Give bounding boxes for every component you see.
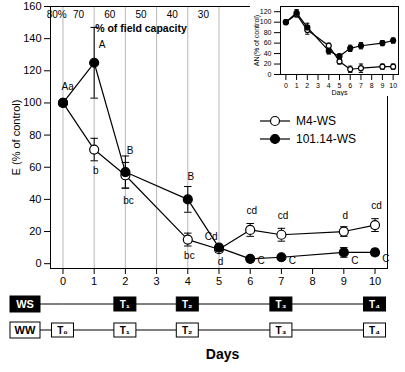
svg-text:B: B <box>127 145 134 156</box>
svg-text:40: 40 <box>29 193 41 205</box>
svg-text:0: 0 <box>35 257 41 269</box>
svg-text:60: 60 <box>29 161 41 173</box>
svg-text:AN(% of control): AN(% of control) <box>253 15 261 66</box>
svg-text:120: 120 <box>260 8 272 15</box>
svg-text:1: 1 <box>295 82 299 89</box>
svg-text:bc: bc <box>184 250 195 261</box>
svg-text:T₁: T₁ <box>120 299 130 310</box>
svg-text:0: 0 <box>268 71 272 78</box>
svg-text:50: 50 <box>135 9 147 20</box>
svg-text:% of field capacity: % of field capacity <box>95 22 187 34</box>
svg-text:6: 6 <box>247 275 253 287</box>
svg-text:3: 3 <box>316 82 320 89</box>
svg-text:30: 30 <box>198 9 210 20</box>
svg-text:60: 60 <box>104 9 116 20</box>
svg-text:80: 80 <box>264 29 272 36</box>
svg-text:20: 20 <box>264 60 272 67</box>
svg-text:cd: cd <box>371 200 382 211</box>
svg-text:120: 120 <box>23 64 41 76</box>
svg-text:b: b <box>93 165 99 176</box>
svg-text:10: 10 <box>389 82 397 89</box>
svg-text:160: 160 <box>23 0 41 12</box>
svg-text:4: 4 <box>185 275 191 287</box>
svg-text:Days: Days <box>332 89 348 97</box>
svg-text:T₃: T₃ <box>276 325 287 336</box>
svg-text:T₄: T₄ <box>369 299 380 310</box>
svg-text:T₄: T₄ <box>369 325 380 336</box>
svg-text:T₃: T₃ <box>276 299 287 310</box>
svg-text:9: 9 <box>380 82 384 89</box>
svg-text:C: C <box>289 255 296 266</box>
svg-text:bc: bc <box>123 195 134 206</box>
svg-text:5: 5 <box>216 275 222 287</box>
svg-text:A: A <box>99 39 106 50</box>
svg-text:1: 1 <box>91 275 97 287</box>
svg-text:140: 140 <box>23 32 41 44</box>
svg-text:10: 10 <box>369 275 381 287</box>
svg-text:B: B <box>188 171 195 182</box>
svg-text:80: 80 <box>29 129 41 141</box>
svg-text:0: 0 <box>284 82 288 89</box>
svg-text:5: 5 <box>337 82 342 90</box>
svg-text:cd: cd <box>246 205 257 216</box>
svg-text:100: 100 <box>23 96 41 108</box>
svg-text:0: 0 <box>60 275 66 287</box>
html-text:Days: Days <box>205 346 240 362</box>
svg-text:E (% of control): E (% of control) <box>10 100 22 176</box>
svg-text:C: C <box>382 253 389 264</box>
svg-text:cd: cd <box>278 210 289 221</box>
svg-text:T₂: T₂ <box>182 299 193 310</box>
svg-text:40: 40 <box>167 9 179 20</box>
svg-text:6: 6 <box>348 82 352 89</box>
svg-text:C: C <box>351 255 358 266</box>
svg-text:9: 9 <box>341 275 347 287</box>
svg-text:80%: 80% <box>47 9 67 20</box>
svg-text:C: C <box>258 255 265 266</box>
svg-text:Aa: Aa <box>62 81 75 92</box>
svg-text:Cd: Cd <box>205 231 218 242</box>
svg-text:T₁: T₁ <box>120 325 130 336</box>
svg-text:T₀: T₀ <box>57 325 68 336</box>
svg-text:WW: WW <box>15 324 36 336</box>
svg-text:d: d <box>218 256 224 267</box>
svg-text:7: 7 <box>359 82 363 89</box>
html-text:101.14-WS: 101.14-WS <box>296 132 356 146</box>
svg-text:8: 8 <box>370 82 374 89</box>
svg-text:40: 40 <box>264 50 272 57</box>
svg-text:4: 4 <box>327 82 331 89</box>
svg-text:T₂: T₂ <box>182 325 193 336</box>
svg-text:2: 2 <box>305 82 309 89</box>
svg-text:70: 70 <box>73 9 85 20</box>
svg-text:60: 60 <box>264 39 272 46</box>
svg-text:d: d <box>343 210 349 221</box>
svg-text:100: 100 <box>260 18 272 25</box>
svg-text:2: 2 <box>122 275 128 287</box>
svg-text:WS: WS <box>16 298 34 310</box>
svg-text:7: 7 <box>278 275 284 287</box>
svg-text:8: 8 <box>310 275 316 287</box>
svg-text:3: 3 <box>154 275 160 287</box>
html-text:M4-WS: M4-WS <box>296 114 336 128</box>
svg-text:20: 20 <box>29 225 41 237</box>
